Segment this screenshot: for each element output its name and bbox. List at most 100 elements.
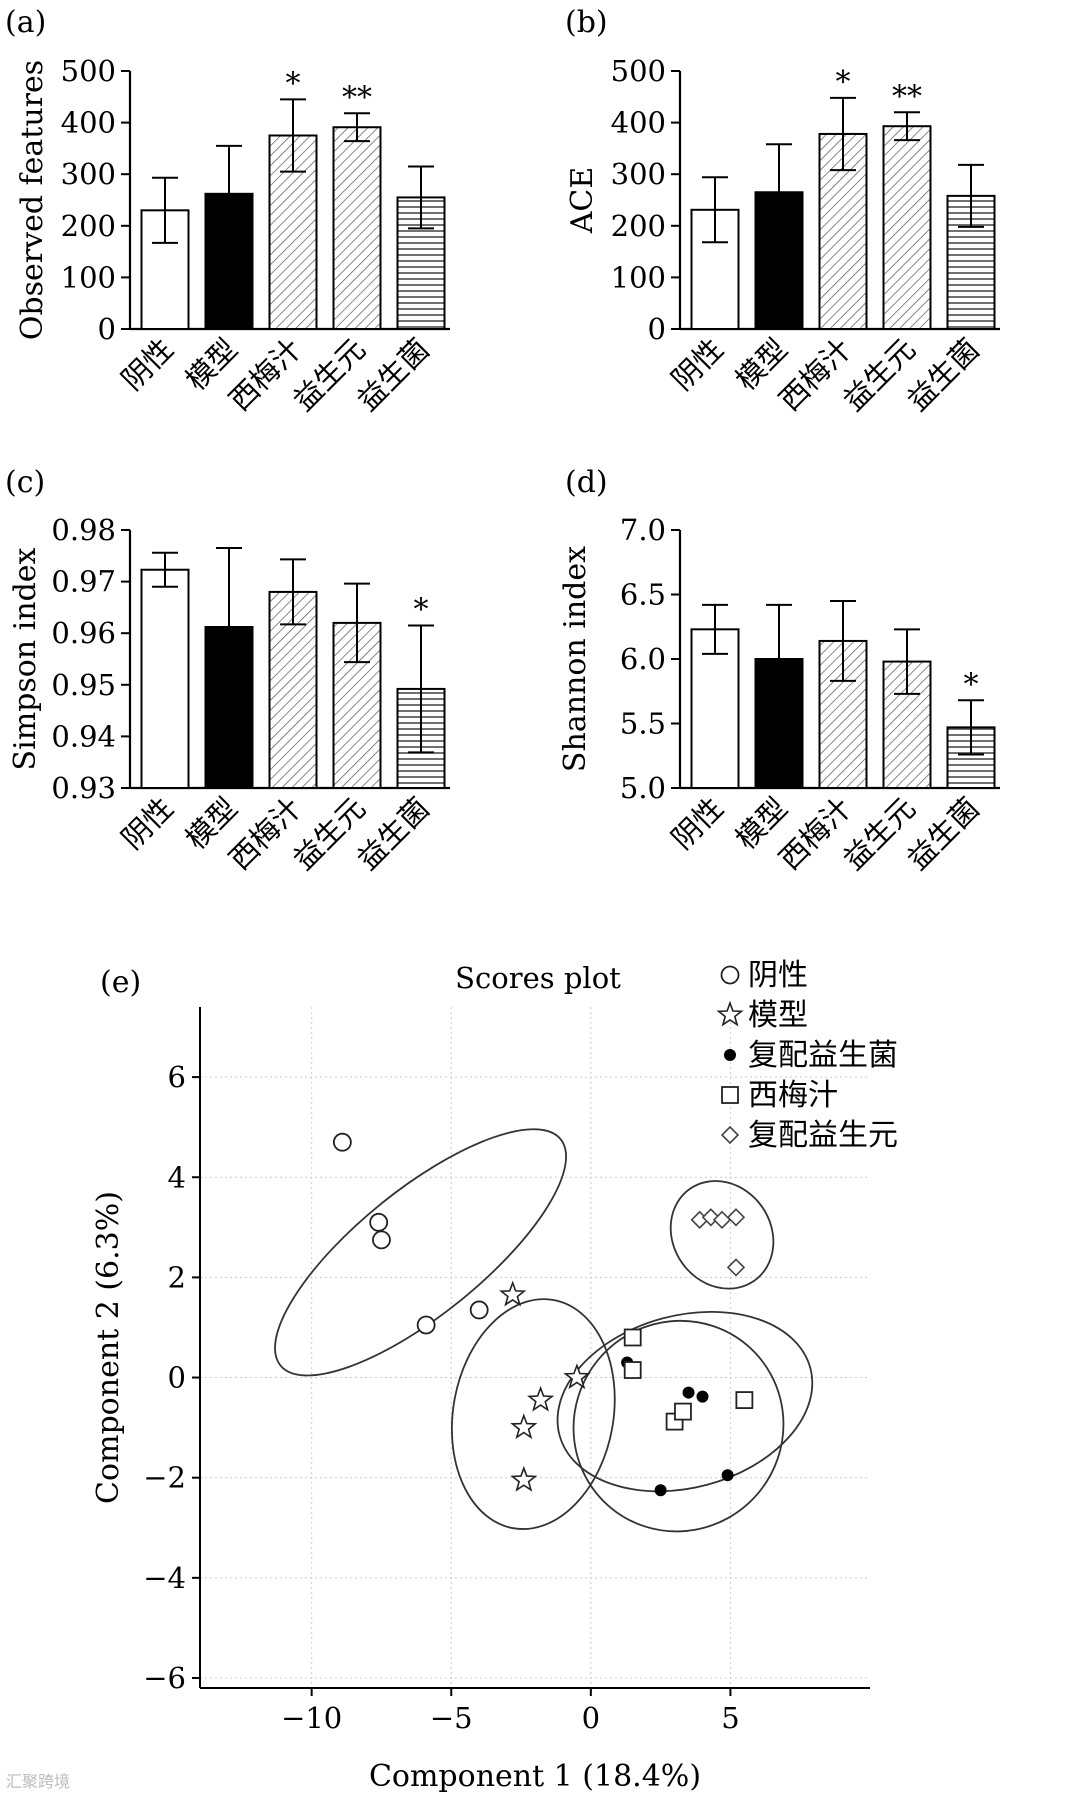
y-axis-title: Shannon index — [558, 546, 593, 772]
significance-label: * — [964, 667, 979, 702]
confidence-ellipse — [556, 1310, 814, 1493]
category-label: 西梅汁 — [222, 332, 308, 418]
y-tick-label: 0 — [648, 312, 666, 346]
x-tick-label: −5 — [430, 1701, 473, 1735]
data-point — [674, 1402, 692, 1421]
y-tick-label: 400 — [61, 106, 116, 140]
y-tick-label: 0 — [98, 312, 116, 346]
y-tick-label: 100 — [611, 260, 666, 294]
data-point — [499, 1280, 527, 1307]
panel-label: (c) — [5, 465, 45, 500]
category-label: 西梅汁 — [222, 791, 308, 877]
y-tick-label: 100 — [61, 260, 116, 294]
legend-marker — [724, 1049, 736, 1061]
legend-marker — [721, 1086, 739, 1104]
y-tick-label: 300 — [61, 157, 116, 191]
legend-label: 复配益生菌 — [748, 1038, 898, 1073]
legend-marker — [720, 965, 740, 985]
y-tick-label: 500 — [611, 54, 666, 88]
bar — [140, 568, 190, 789]
y-tick-label: 0.93 — [51, 771, 116, 805]
category-label: 阴性 — [115, 791, 180, 856]
significance-label: * — [414, 592, 429, 627]
y-tick-label: 7.0 — [620, 513, 666, 547]
category-label: 益生元 — [286, 332, 372, 418]
y-tick-label: 0.96 — [51, 616, 116, 650]
plot-title: Scores plot — [455, 961, 621, 995]
significance-label: ** — [342, 80, 372, 115]
y-tick-label: 300 — [611, 157, 666, 191]
data-point — [726, 1208, 746, 1227]
panel-label: (e) — [100, 965, 141, 1000]
data-point — [563, 1363, 591, 1390]
data-point — [527, 1385, 555, 1412]
y-tick-label: 5.5 — [620, 707, 666, 741]
significance-label: * — [286, 66, 301, 101]
y-tick-label: −6 — [143, 1661, 186, 1695]
data-point — [372, 1230, 391, 1250]
legend-marker — [716, 1000, 744, 1027]
data-point — [416, 1315, 436, 1335]
y-tick-label: 400 — [611, 106, 666, 140]
data-point — [469, 1300, 489, 1320]
legend-marker — [720, 1125, 740, 1145]
confidence-ellipse — [572, 1319, 785, 1533]
confidence-ellipse — [669, 1180, 775, 1290]
bar — [754, 658, 804, 789]
category-label: 益生元 — [836, 791, 922, 877]
y-tick-label: 2 — [168, 1260, 186, 1294]
legend-label: 阴性 — [748, 958, 808, 993]
data-point — [735, 1391, 754, 1409]
x-tick-label: 0 — [582, 1701, 600, 1735]
data-point — [510, 1413, 538, 1440]
bar — [882, 125, 932, 330]
data-point — [332, 1132, 352, 1152]
category-label: 益生菌 — [350, 791, 436, 877]
y-tick-label: 200 — [611, 209, 666, 243]
watermark: 汇聚跨境 — [6, 1772, 71, 1791]
category-label: 益生元 — [286, 791, 372, 877]
significance-label: * — [836, 65, 851, 100]
category-label: 益生元 — [836, 332, 922, 418]
data-point — [696, 1390, 709, 1403]
y-axis-title: ACE — [565, 167, 600, 235]
panel-label: (b) — [565, 5, 608, 40]
y-tick-label: 6 — [168, 1060, 186, 1094]
category-label: 益生菌 — [900, 791, 986, 877]
data-point — [623, 1361, 642, 1379]
data-point — [682, 1386, 695, 1399]
confidence-ellipse — [274, 1128, 567, 1377]
category-label: 西梅汁 — [772, 332, 858, 418]
x-tick-label: 5 — [721, 1701, 739, 1735]
scatter-panel: (e) Scores plot −6 −4 −2 0 2 4 6 −10 −5 0 5 Component… — [91, 958, 898, 1794]
y-tick-label: 0.97 — [51, 565, 116, 599]
data-point — [726, 1258, 746, 1277]
y-tick-label: 500 — [61, 54, 116, 88]
category-label: 益生菌 — [900, 332, 986, 418]
y-axis-title: Simpson index — [8, 547, 43, 770]
category-label: 西梅汁 — [772, 791, 858, 877]
data-point — [369, 1212, 389, 1232]
data-point — [654, 1484, 667, 1497]
y-tick-label: 6.0 — [620, 642, 666, 676]
category-label: 益生菌 — [350, 332, 436, 418]
x-axis-title: Component 1 (18.4%) — [369, 1759, 701, 1794]
y-tick-label: −2 — [143, 1461, 186, 1495]
data-point — [510, 1465, 538, 1492]
y-axis-title: Observed features — [15, 60, 50, 340]
legend-label: 西梅汁 — [748, 1078, 838, 1113]
category-label: 阴性 — [665, 332, 730, 397]
category-label: 阴性 — [665, 791, 730, 856]
y-tick-label: 0.94 — [51, 719, 116, 753]
data-point — [701, 1208, 721, 1227]
legend-label: 模型 — [748, 998, 808, 1033]
panel-label: (a) — [5, 5, 46, 40]
confidence-ellipse — [451, 1298, 616, 1530]
significance-label: ** — [892, 79, 922, 114]
y-tick-label: 0.95 — [51, 668, 116, 702]
y-tick-label: 0 — [168, 1361, 186, 1395]
